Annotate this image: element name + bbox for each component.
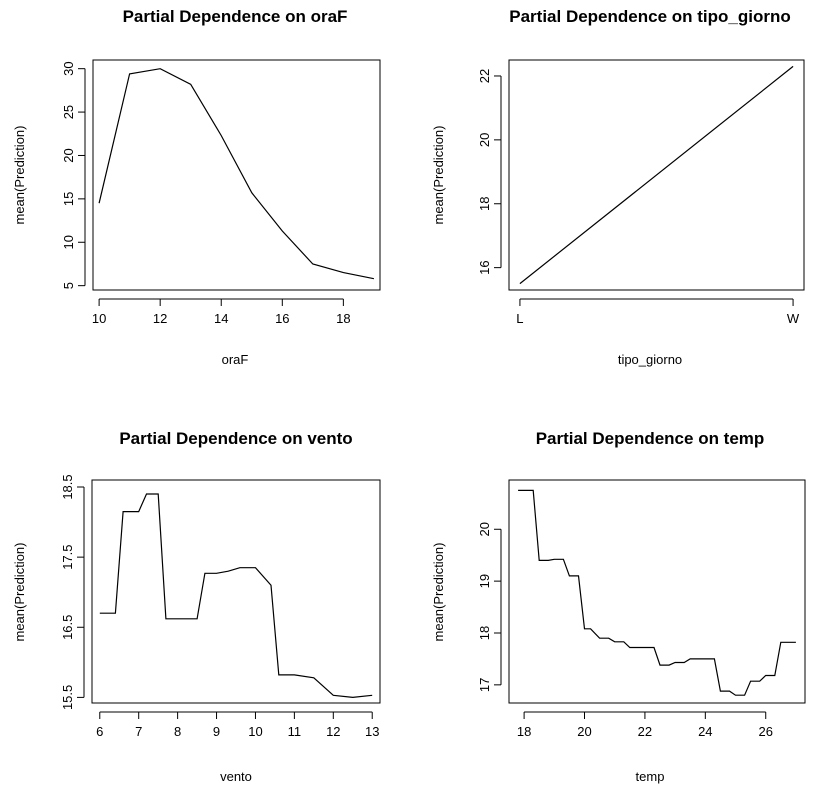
- panel-1-x-tick-label: 12: [153, 311, 167, 326]
- panel-3-y-tick-label: 18.5: [60, 474, 75, 499]
- panel-4-y-tick-label: 17: [477, 678, 492, 692]
- panel-3-y-tick-label: 17.5: [60, 544, 75, 569]
- panel-2-y-tick-label: 18: [477, 197, 492, 211]
- panel-3-x-tick-label: 10: [248, 724, 262, 739]
- panel-3-x-tick-label: 6: [96, 724, 103, 739]
- panel-4-x-tick-label: 26: [759, 724, 773, 739]
- panel-2-x-label: tipo_giorno: [618, 352, 682, 367]
- panel-2-x-tick-label: W: [787, 311, 800, 326]
- panel-3-plot-frame: [91, 479, 381, 704]
- panel-2-series-line: [519, 65, 794, 285]
- panel-2-y-tick-label: 22: [477, 69, 492, 83]
- panel-4-x-tick-label: 22: [638, 724, 652, 739]
- panel-3-y-tick-label: 15.5: [60, 685, 75, 710]
- panel-2-x-tick-label: L: [516, 311, 523, 326]
- panel-1-x-tick-label: 10: [92, 311, 106, 326]
- panel-4-y-tick-label: 19: [477, 574, 492, 588]
- panel-3-x-tick-label: 9: [213, 724, 220, 739]
- panel-3-x-tick-label: 8: [174, 724, 181, 739]
- panel-4-y-label: mean(Prediction): [431, 543, 446, 642]
- panel-1-y-label: mean(Prediction): [12, 126, 27, 225]
- panel-3-x-tick-label: 11: [288, 724, 302, 739]
- panel-4-y-tick-label: 20: [477, 522, 492, 536]
- panel-3-x-tick-label: 13: [365, 724, 379, 739]
- panel-1-series-line: [98, 68, 375, 280]
- panel-1-x-tick-label: 18: [336, 311, 350, 326]
- panel-4-title: Partial Dependence on temp: [536, 429, 765, 448]
- panel-1-y-tick-label: 15: [61, 192, 76, 206]
- panel-1-y-tick-label: 25: [61, 105, 76, 119]
- panel-3-x-tick-label: 12: [326, 724, 340, 739]
- panel-2-title: Partial Dependence on tipo_giorno: [509, 7, 790, 26]
- panel-4-plot-frame: [508, 479, 806, 704]
- panel-3-x-label: vento: [220, 769, 252, 784]
- panel-3-series-line: [99, 493, 373, 699]
- panel-2-y-label: mean(Prediction): [431, 126, 446, 225]
- panel-1-x-tick-label: 16: [275, 311, 289, 326]
- panel-3-y-label: mean(Prediction): [12, 543, 27, 642]
- panel-1-y-tick-label: 10: [61, 235, 76, 249]
- panel-2-plot-frame: [508, 59, 805, 291]
- panel-2-y-tick-label: 20: [477, 133, 492, 147]
- panel-3-title: Partial Dependence on vento: [119, 429, 352, 448]
- panel-2-y-tick-label: 16: [477, 260, 492, 274]
- panel-1-y-tick-label: 5: [61, 282, 76, 289]
- panel-4-x-tick-label: 20: [577, 724, 591, 739]
- panel-1-x-label: oraF: [222, 352, 249, 367]
- panel-1-y-tick-label: 20: [61, 148, 76, 162]
- panel-4-x-tick-label: 24: [698, 724, 712, 739]
- panel-1-group: [78, 59, 381, 306]
- panel-4-group: [494, 479, 806, 719]
- panel-1-x-tick-label: 14: [214, 311, 228, 326]
- panel-4-x-label: temp: [636, 769, 665, 784]
- panel-4-x-tick-label: 18: [517, 724, 531, 739]
- panel-1-plot-frame: [92, 59, 381, 291]
- panel-4-series-line: [518, 489, 796, 696]
- panel-2-group: [494, 59, 805, 306]
- panel-3-y-tick-label: 16.5: [60, 615, 75, 640]
- panel-3-group: [77, 479, 381, 719]
- panel-3-x-tick-label: 7: [135, 724, 142, 739]
- panel-1-y-tick-label: 30: [61, 61, 76, 75]
- panel-4-y-tick-label: 18: [477, 626, 492, 640]
- panel-1-title: Partial Dependence on oraF: [123, 7, 348, 26]
